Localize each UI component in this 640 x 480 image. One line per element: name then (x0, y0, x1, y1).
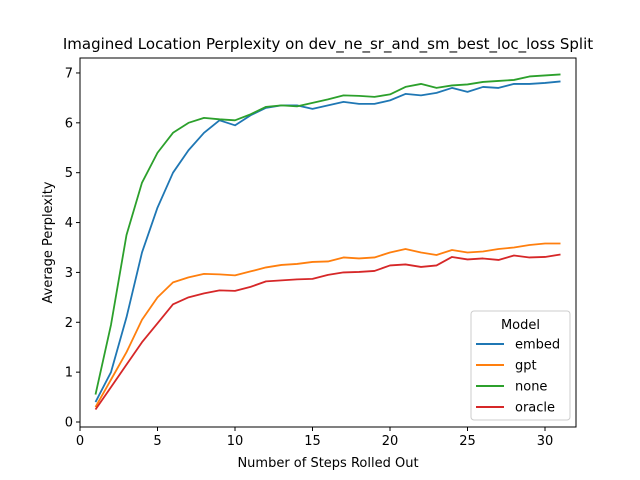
x-axis-title: Number of Steps Rolled Out (237, 456, 418, 471)
legend-label-embed: embed (515, 338, 560, 353)
x-tick-label: 20 (382, 434, 399, 449)
y-tick-label: 2 (65, 316, 73, 331)
series-line-embed (94, 80, 561, 403)
y-tick-label: 3 (65, 266, 73, 281)
legend-label-oracle: oracle (515, 401, 555, 416)
x-tick-label: 15 (304, 434, 321, 449)
y-tick-label: 6 (65, 116, 73, 131)
legend-title: Model (501, 318, 540, 333)
y-tick-label: 5 (65, 166, 73, 181)
x-tick-label: 10 (227, 434, 244, 449)
y-tick-label: 1 (65, 366, 73, 381)
y-tick-label: 4 (65, 216, 73, 231)
x-tick-label: 0 (76, 434, 84, 449)
plot-area-frame (79, 57, 577, 428)
series-line-oracle (94, 253, 561, 411)
x-tick-label: 5 (153, 434, 161, 449)
x-tick-label: 30 (537, 434, 554, 449)
series-line-none (94, 73, 561, 395)
x-tick-label: 25 (459, 434, 476, 449)
y-tick-label: 0 (65, 416, 73, 431)
legend-label-gpt: gpt (515, 359, 537, 374)
y-axis: 0 1 2 3 4 5 6 7 (65, 66, 80, 431)
y-tick-label: 7 (65, 66, 73, 81)
legend-box (470, 310, 571, 421)
x-axis: 0 5 10 15 20 25 30 (76, 427, 553, 449)
legend-items: embed gpt none oracle (476, 338, 560, 416)
legend-label-none: none (515, 380, 547, 395)
series-line-gpt (94, 242, 561, 408)
legend: Model embed gpt none oracle (470, 310, 571, 421)
series-lines (94, 73, 561, 411)
chart-title: Imagined Location Perplexity on dev_ne_s… (63, 35, 593, 54)
y-axis-title: Average Perplexity (41, 181, 56, 303)
